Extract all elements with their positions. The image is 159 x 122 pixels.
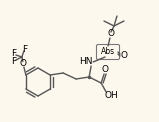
Text: O: O	[102, 66, 109, 75]
Text: F: F	[22, 45, 28, 54]
Text: HN: HN	[79, 56, 93, 66]
Text: F: F	[11, 50, 16, 59]
Text: O: O	[121, 51, 128, 60]
Text: Abs: Abs	[101, 47, 115, 56]
Text: OH: OH	[104, 91, 118, 100]
Text: O: O	[107, 30, 114, 39]
FancyBboxPatch shape	[97, 45, 120, 60]
Text: F: F	[11, 56, 16, 66]
Text: O: O	[19, 60, 26, 68]
